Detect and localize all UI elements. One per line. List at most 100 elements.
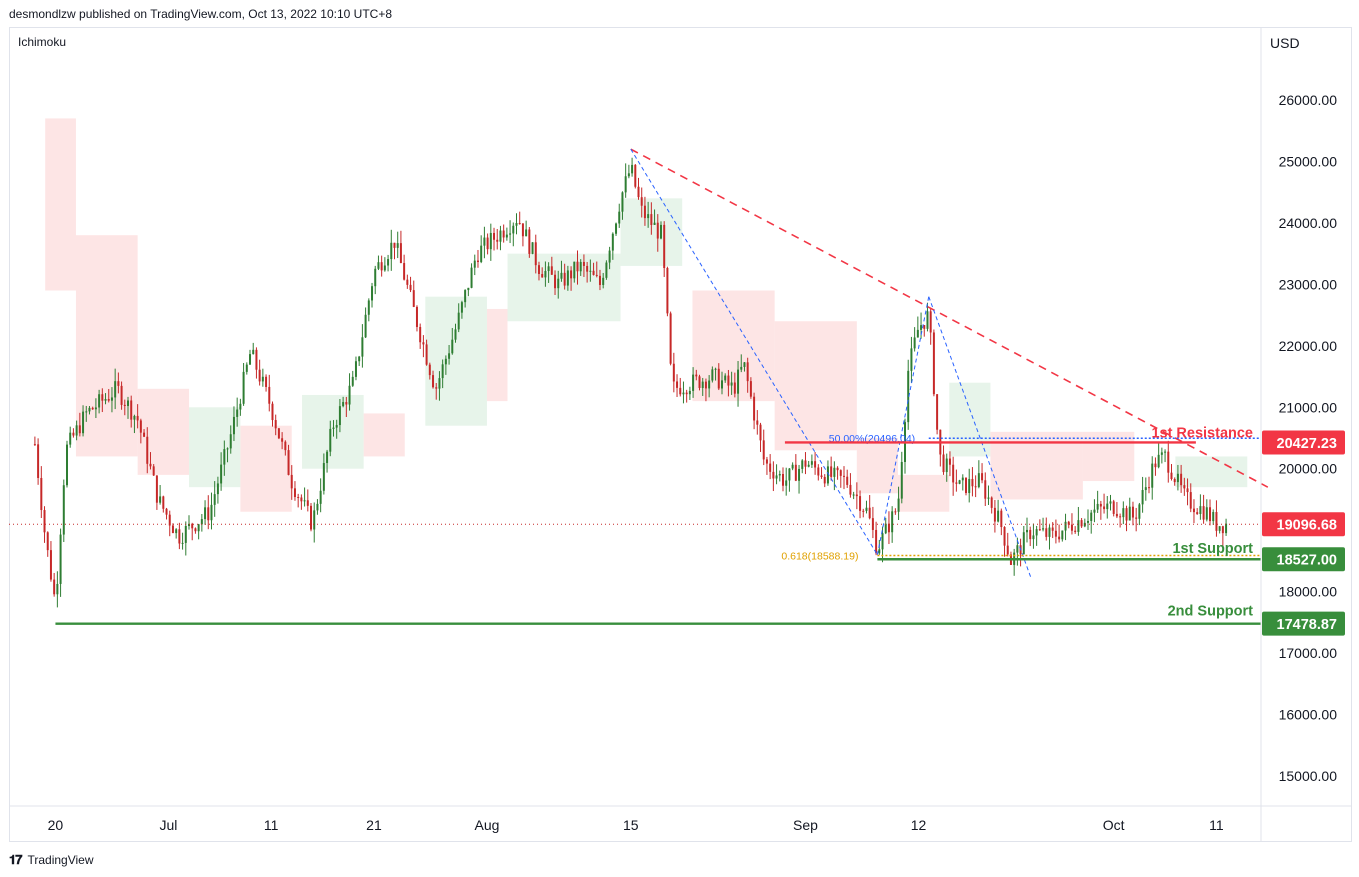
candle-body	[261, 376, 264, 382]
candle-body	[33, 444, 36, 446]
ichimoku-cloud	[45, 118, 1248, 512]
candle-body	[322, 463, 325, 491]
candle-body	[374, 268, 377, 287]
x-tick-label: Jul	[160, 817, 178, 833]
candle-body	[464, 290, 467, 303]
candle-body	[1051, 527, 1054, 531]
candle-body	[1106, 503, 1109, 510]
candle-body	[656, 222, 659, 239]
candle-body	[354, 361, 357, 377]
candle-body	[1064, 521, 1067, 531]
candle-body	[451, 339, 454, 354]
x-tick-label: 11	[264, 817, 279, 833]
candle-body	[1218, 526, 1221, 531]
candle-body	[1128, 506, 1131, 521]
candle-body	[502, 230, 505, 238]
footer-brand[interactable]: TradingView	[27, 853, 94, 867]
candle-body	[306, 500, 309, 506]
candle-body	[85, 411, 88, 413]
candle-body	[868, 507, 871, 519]
candle-body	[926, 311, 929, 329]
candle-body	[239, 403, 242, 410]
candle-body	[505, 234, 508, 238]
candle-body	[740, 366, 743, 370]
candle-body	[1157, 454, 1160, 468]
candle-body	[830, 466, 833, 477]
cloud-segment-18	[1175, 456, 1248, 488]
candle-body	[53, 579, 56, 595]
candle-body	[798, 468, 801, 481]
candle-body	[1151, 463, 1154, 488]
candle-body	[743, 362, 746, 367]
candle-body	[470, 267, 473, 288]
cloud-segment-11	[692, 290, 775, 402]
candle-body	[737, 369, 740, 394]
candle-body	[133, 415, 136, 420]
candle-body	[1202, 506, 1205, 520]
candle-body	[78, 425, 81, 434]
candle-body	[146, 436, 149, 464]
candle-body	[952, 464, 955, 483]
candle-body	[897, 498, 900, 512]
candle-body	[444, 358, 447, 365]
candle-body	[884, 523, 887, 534]
x-tick-label: 11	[1209, 817, 1224, 833]
candle-body	[817, 467, 820, 476]
candle-body	[56, 583, 59, 595]
candle-body	[428, 364, 431, 376]
candle-body	[377, 262, 380, 269]
publisher-line: desmondlzw published on TradingView.com,…	[9, 7, 393, 21]
candle-body	[624, 176, 627, 193]
candle-body	[794, 464, 797, 481]
candle-body	[467, 287, 470, 291]
candle-body	[412, 290, 415, 307]
annotation-2: 2nd Support	[1168, 604, 1254, 620]
candle-body	[595, 274, 598, 276]
candle-body	[175, 529, 178, 534]
candle-body	[1170, 472, 1173, 480]
candle-body	[393, 242, 396, 248]
indicator-label[interactable]: Ichimoku	[18, 35, 67, 49]
candle-body	[801, 460, 804, 469]
candle-body	[1135, 517, 1138, 519]
candle-body	[958, 480, 961, 484]
candle-body	[49, 550, 52, 580]
candle-body	[220, 464, 223, 484]
candle-body	[255, 349, 258, 370]
candle-body	[486, 237, 489, 250]
candle-body	[326, 451, 329, 464]
candle-body	[316, 503, 319, 511]
candle-body	[310, 505, 313, 530]
candle-body	[1026, 529, 1029, 533]
candle-body	[586, 265, 589, 272]
candle-body	[965, 477, 968, 494]
candle-body	[223, 449, 226, 465]
candle-body	[94, 407, 97, 410]
candle-body	[945, 458, 948, 473]
candle-body	[1103, 506, 1106, 510]
candle-body	[836, 467, 839, 471]
candle-body	[640, 197, 643, 206]
candle-body	[544, 271, 547, 278]
cloud-segment-5	[302, 394, 364, 469]
candle-body	[711, 369, 714, 381]
candle-body	[682, 392, 685, 395]
candle-body	[387, 259, 390, 266]
candle-body	[152, 466, 155, 476]
candle-body	[676, 381, 679, 388]
y-tick-label: 20000.00	[1279, 461, 1338, 477]
chart-frame	[9, 27, 1352, 842]
candle-body	[971, 478, 974, 487]
candle-body	[891, 511, 894, 533]
candle-body	[557, 278, 560, 289]
candle-body	[425, 344, 428, 365]
candle-body	[547, 266, 550, 272]
candle-body	[704, 381, 707, 389]
candle-body	[1112, 501, 1115, 514]
candle-body	[46, 532, 49, 551]
candle-body	[136, 415, 139, 421]
candle-body	[509, 233, 512, 235]
candle-body	[252, 349, 255, 355]
y-tick-label: 25000.00	[1279, 153, 1338, 169]
